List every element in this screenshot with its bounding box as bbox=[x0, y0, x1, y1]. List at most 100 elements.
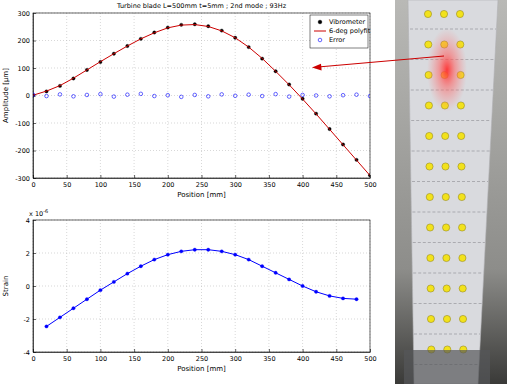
tick-mark bbox=[303, 175, 304, 178]
tick-mark bbox=[33, 220, 36, 221]
series-point bbox=[72, 307, 75, 310]
grid-line-y bbox=[33, 286, 370, 287]
target-dot bbox=[442, 163, 449, 170]
series-point bbox=[220, 93, 224, 97]
tick-label: 450 bbox=[331, 355, 343, 363]
tick: 200 bbox=[162, 175, 174, 189]
target-dot bbox=[426, 163, 433, 170]
tick-label: -2 bbox=[24, 316, 30, 324]
grid-line-y bbox=[33, 123, 370, 124]
series-point bbox=[45, 94, 49, 98]
tick-label: 300 bbox=[18, 10, 30, 18]
tick: -300 bbox=[15, 175, 36, 183]
grid-line-x bbox=[268, 13, 269, 178]
legend-label: 6-deg polyfit bbox=[329, 27, 371, 35]
y-axis-title: Strain bbox=[2, 276, 10, 297]
photo bbox=[395, 0, 507, 384]
grid-line-y bbox=[33, 95, 370, 96]
tick: 400 bbox=[297, 175, 309, 189]
series-point bbox=[112, 95, 116, 99]
tick: 450 bbox=[331, 349, 343, 363]
tick: 200 bbox=[18, 37, 36, 45]
tick: 450 bbox=[331, 175, 343, 189]
multiplier-exponent: -6 bbox=[43, 208, 48, 214]
tick-label: 100 bbox=[95, 355, 107, 363]
axis-line bbox=[34, 178, 371, 179]
tick-mark bbox=[235, 175, 236, 178]
series-point bbox=[301, 284, 304, 287]
tick-mark bbox=[33, 319, 36, 320]
tick-mark bbox=[33, 123, 36, 124]
clamp bbox=[404, 350, 490, 384]
target-dot bbox=[443, 224, 450, 231]
tick-label: 300 bbox=[229, 181, 241, 189]
pointer-arrow bbox=[312, 56, 444, 70]
series-point bbox=[180, 250, 183, 253]
target-dot bbox=[458, 132, 465, 139]
grid-line-y bbox=[33, 319, 370, 320]
tick-label: 400 bbox=[297, 355, 309, 363]
tick-label: 400 bbox=[297, 181, 309, 189]
tick-label: 2 bbox=[26, 250, 30, 258]
target-dot bbox=[442, 193, 449, 200]
tick: 300 bbox=[229, 349, 241, 363]
x-axis: 050100150200250300350400450500 bbox=[31, 349, 376, 363]
tick-label: 50 bbox=[63, 181, 71, 189]
tick: 50 bbox=[63, 175, 71, 189]
tick: 50 bbox=[63, 349, 71, 363]
target-dot bbox=[443, 254, 450, 261]
tick-label: 450 bbox=[331, 181, 343, 189]
series-point bbox=[355, 298, 358, 301]
tick-label: 100 bbox=[95, 181, 107, 189]
series-point bbox=[153, 94, 157, 98]
tick-mark bbox=[202, 175, 203, 178]
series-point bbox=[260, 265, 263, 268]
tick-mark bbox=[336, 349, 337, 352]
series-point bbox=[85, 298, 88, 301]
tick-mark bbox=[33, 178, 36, 179]
tick-label: -300 bbox=[15, 175, 30, 183]
tick-label: 200 bbox=[162, 355, 174, 363]
tick-label: 100 bbox=[18, 65, 30, 73]
axis-multiplier: x 10-6 bbox=[29, 208, 48, 218]
tick: 250 bbox=[196, 349, 208, 363]
target-dot bbox=[459, 315, 466, 322]
series-point bbox=[33, 93, 35, 97]
series-point bbox=[58, 316, 61, 319]
tick-label: 300 bbox=[229, 355, 241, 363]
target-dot bbox=[456, 10, 463, 17]
series-point bbox=[287, 278, 290, 281]
series-point bbox=[99, 92, 103, 96]
tick: 350 bbox=[263, 175, 275, 189]
legend-label: Error bbox=[329, 36, 345, 44]
tick-mark bbox=[269, 175, 270, 178]
arrow-line bbox=[318, 56, 444, 67]
series-point bbox=[234, 253, 237, 256]
tick: 300 bbox=[229, 175, 241, 189]
grid bbox=[33, 13, 370, 178]
tick-mark bbox=[370, 175, 371, 178]
series-point bbox=[72, 95, 76, 99]
laser-spot bbox=[427, 28, 467, 112]
tick: 350 bbox=[263, 349, 275, 363]
tick-label: 250 bbox=[196, 355, 208, 363]
tick-label: 0 bbox=[31, 181, 35, 189]
series-point bbox=[126, 93, 130, 97]
series-point bbox=[139, 92, 143, 96]
tick-mark bbox=[269, 349, 270, 352]
target-dot bbox=[440, 10, 447, 17]
tick-label: 350 bbox=[263, 181, 275, 189]
tick-label: 500 bbox=[364, 355, 376, 363]
grid-line-x bbox=[100, 220, 101, 352]
series-point bbox=[206, 95, 210, 99]
legend: Vibrometer6-deg polyfitError bbox=[310, 15, 371, 48]
legend-swatch bbox=[318, 38, 322, 42]
tick-mark bbox=[336, 175, 337, 178]
tick-label: 0 bbox=[31, 355, 35, 363]
tick: 100 bbox=[95, 175, 107, 189]
series-point bbox=[85, 93, 89, 97]
series-point bbox=[58, 93, 62, 97]
tick: -4 bbox=[24, 349, 36, 357]
tick: 300 bbox=[18, 10, 36, 18]
tick: 250 bbox=[196, 175, 208, 189]
